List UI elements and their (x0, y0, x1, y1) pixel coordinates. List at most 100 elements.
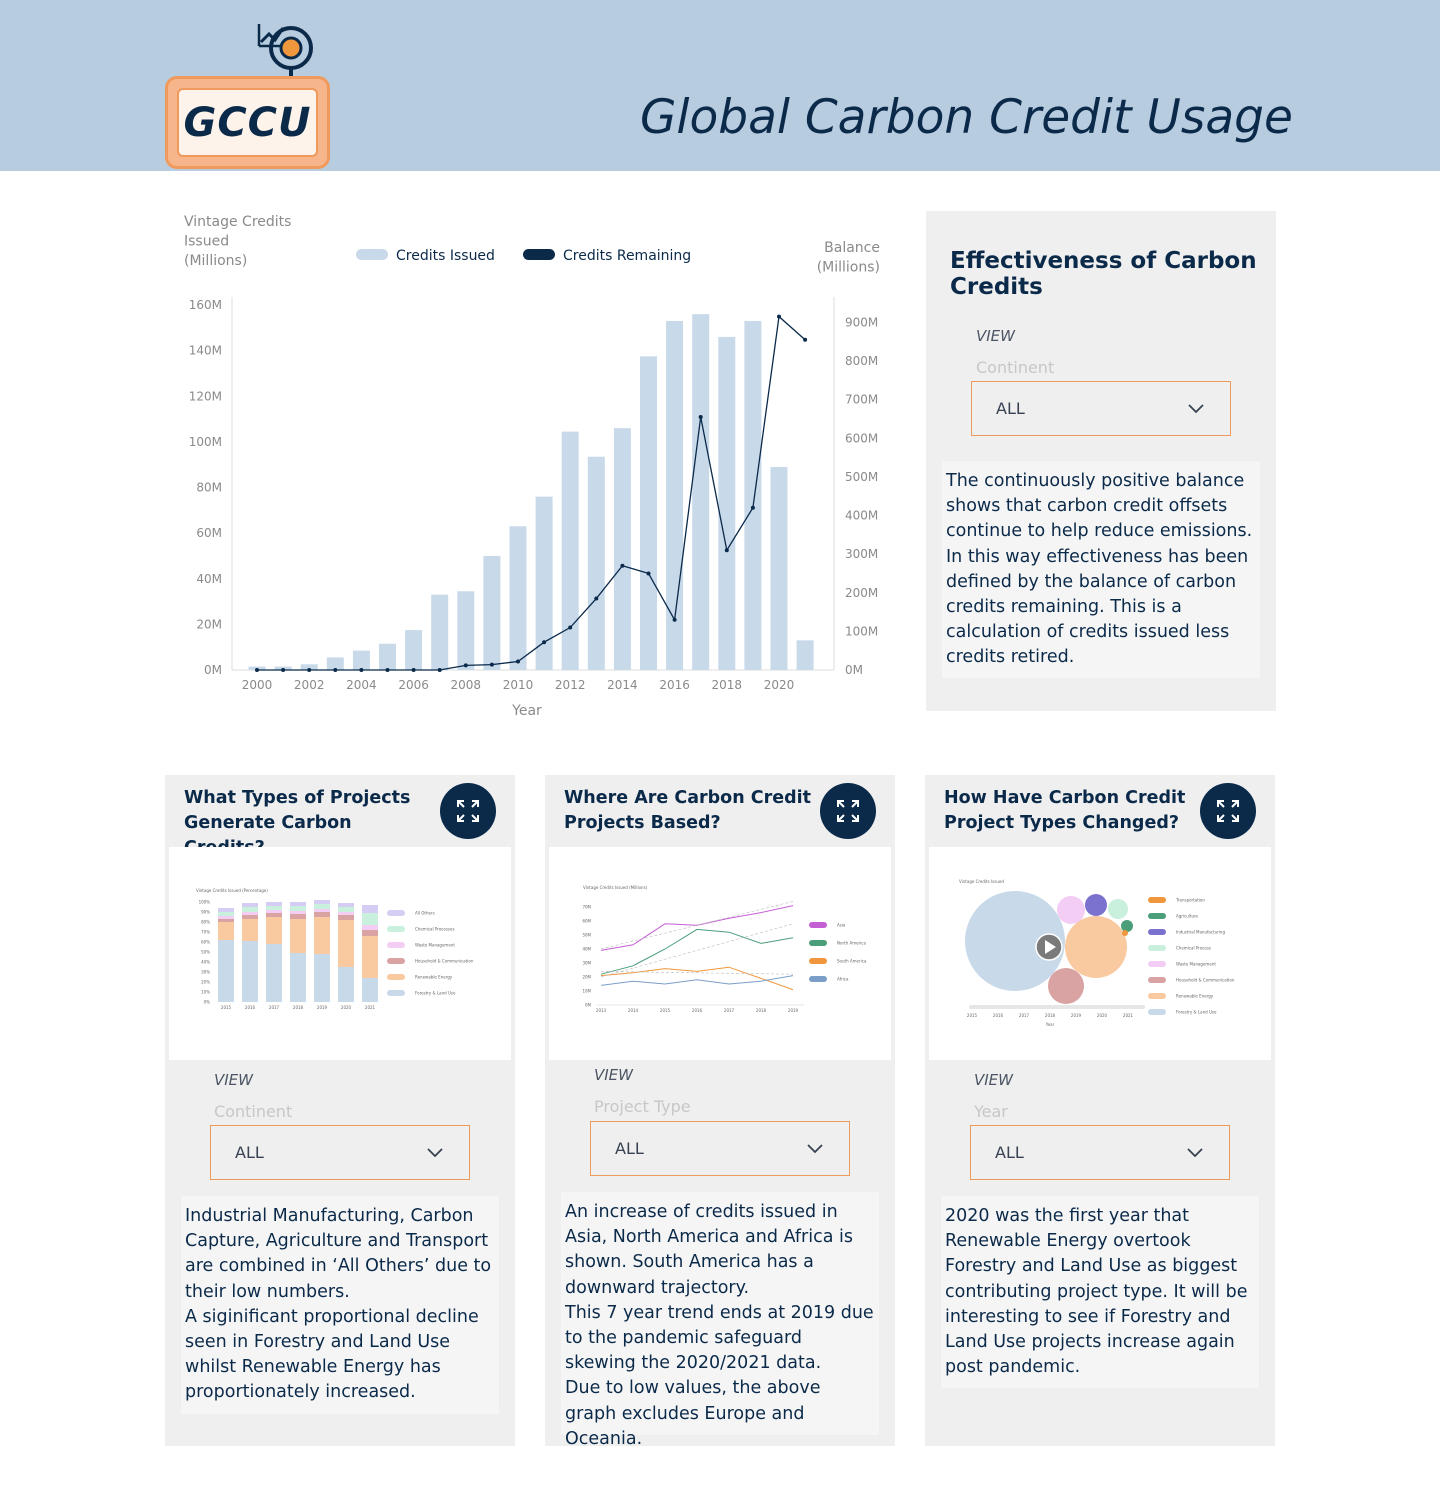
thumb-legend-label: All Others (415, 911, 435, 916)
point-credits-remaining (777, 314, 781, 319)
thumb-y-tick: 10% (201, 990, 210, 995)
y-left-axis-label: (Millions) (184, 253, 247, 269)
thumb-x-tick: 2017 (269, 1005, 280, 1010)
x-tick-label: 2020 (764, 678, 795, 692)
chevron-down-icon (427, 1148, 443, 1158)
thumb-bar-segment (338, 920, 354, 967)
expand-button[interactable] (820, 783, 876, 839)
continent-select[interactable]: ALL (210, 1125, 470, 1180)
project-type-select[interactable]: ALL (590, 1121, 850, 1176)
thumb-y-tick: 70M (582, 905, 591, 910)
y-right-tick-label: 600M (845, 431, 878, 445)
bubble-chart-thumbnail[interactable]: Vintage Credits Issued 2015 2016 2017 2018 20… (929, 847, 1271, 1060)
point-credits-remaining (463, 663, 468, 668)
point-credits-remaining (594, 596, 599, 601)
point-credits-remaining (281, 668, 286, 672)
card-title: Where Are Carbon Credit Projects Based? (564, 788, 811, 833)
x-tick-label: 2010 (503, 678, 534, 692)
year-select[interactable]: ALL (970, 1125, 1230, 1180)
thumb-legend-swatch (387, 974, 405, 980)
thumb-legend-label: Industrial Manufacturing (1176, 930, 1225, 935)
thumb-legend-label: Asia (837, 923, 846, 928)
logo[interactable]: GCCU (165, 20, 335, 169)
point-credits-remaining (385, 668, 390, 672)
thumb-legend-label: North America (837, 941, 867, 946)
thumb-legend-swatch (387, 910, 405, 916)
y-right-tick-label: 700M (845, 393, 878, 407)
thumb-bar-segment (290, 953, 306, 1002)
y-right-axis-label: Balance (824, 240, 880, 256)
expand-button[interactable] (440, 783, 496, 839)
thumb-legend-swatch (387, 990, 405, 996)
thumb-bar-segment (314, 917, 330, 954)
thumb-bar-segment (362, 925, 378, 930)
thumb-bubble (1065, 916, 1127, 978)
view-label: VIEW (594, 1066, 633, 1084)
thumb-bar-segment (290, 911, 306, 914)
bar-credits-issued (535, 496, 553, 670)
bar-credits-issued (770, 466, 788, 670)
x-tick-label: 2012 (555, 678, 586, 692)
view-label: VIEW (214, 1071, 253, 1089)
bar-credits-issued (587, 456, 605, 670)
thumb-y-tick: 90% (201, 910, 210, 915)
thumb-x-tick: 2020 (341, 1005, 352, 1010)
legend-label-issued: Credits Issued (396, 248, 495, 264)
thumb-x-tick: 2013 (596, 1008, 607, 1013)
thumb-x-tick: 2017 (1019, 1013, 1030, 1018)
thumb-legend-swatch (1148, 977, 1166, 983)
legend-swatch-remaining (523, 249, 555, 260)
bar-credits-issued (692, 314, 710, 670)
thumb-legend-swatch (1148, 929, 1166, 935)
y-right-tick-label: 0M (845, 663, 863, 677)
bar-credits-issued (483, 555, 501, 670)
thumb-y-tick: 60M (582, 919, 591, 924)
thumb-y-tick: 100% (199, 900, 211, 905)
thumb-y-tick: 10M (582, 989, 591, 994)
thumb-y-label: Vintage Credits Issued (Percentage) (196, 888, 268, 893)
thumb-timeline-track (969, 1005, 1145, 1009)
point-credits-remaining (698, 415, 703, 420)
thumb-bar-segment (242, 907, 258, 912)
continent-filter-label: Continent (976, 358, 1055, 377)
thumb-bar-segment (362, 905, 378, 913)
project-types-card: What Types of Projects Generate Carbon C… (165, 775, 515, 1446)
year-select-value: ALL (995, 1143, 1024, 1162)
thumb-y-tick: 20M (582, 975, 591, 980)
thumb-bar-segment (314, 912, 330, 917)
thumb-bubble (1048, 968, 1084, 1004)
stacked-bar-thumbnail[interactable]: Vintage Credits Issued (Percentage) 0% 10%… (169, 847, 511, 1060)
point-credits-remaining (803, 337, 808, 342)
x-tick-label: 2008 (451, 678, 482, 692)
thumb-bar-segment (266, 944, 282, 1002)
expand-icon (837, 800, 859, 822)
continent-select[interactable]: ALL (971, 381, 1231, 436)
line-chart-thumbnail[interactable]: Vintage Credits Issued (Millions) 0M 10M 20… (549, 847, 891, 1060)
thumb-bar-segment (338, 903, 354, 907)
thumb-bar-segment (362, 913, 378, 925)
thumb-bar-segment (338, 912, 354, 915)
bar-credits-issued (326, 657, 344, 670)
bar-credits-issued (796, 640, 814, 670)
point-credits-remaining (437, 668, 442, 672)
effectiveness-description: The continuously positive balance shows … (942, 461, 1260, 678)
thumb-y-tick: 40M (582, 947, 591, 952)
thumb-series-line (600, 928, 794, 975)
thumb-x-tick: 2016 (245, 1005, 256, 1010)
thumb-legend-label: Waste Management (415, 943, 455, 948)
expand-button[interactable] (1200, 783, 1256, 839)
y-left-tick-label: 40M (196, 572, 222, 586)
line-credits-remaining (257, 315, 806, 671)
thumb-bar-segment (218, 912, 234, 916)
thumb-legend-swatch (809, 958, 827, 964)
x-tick-label: 2004 (346, 678, 377, 692)
thumb-x-tick: 2017 (724, 1008, 735, 1013)
thumb-legend-label: Renewable Energy (415, 975, 453, 980)
thumb-y-label: Vintage Credits Issued (Millions) (583, 885, 648, 890)
thumb-legend-label: Waste Management (1176, 962, 1216, 967)
legend-swatch-issued (356, 249, 388, 260)
thumb-bar-segment (218, 919, 234, 922)
thumb-bar-segment (242, 903, 258, 907)
thumb-x-tick: 2018 (1045, 1013, 1056, 1018)
thumb-y-tick: 30M (582, 961, 591, 966)
